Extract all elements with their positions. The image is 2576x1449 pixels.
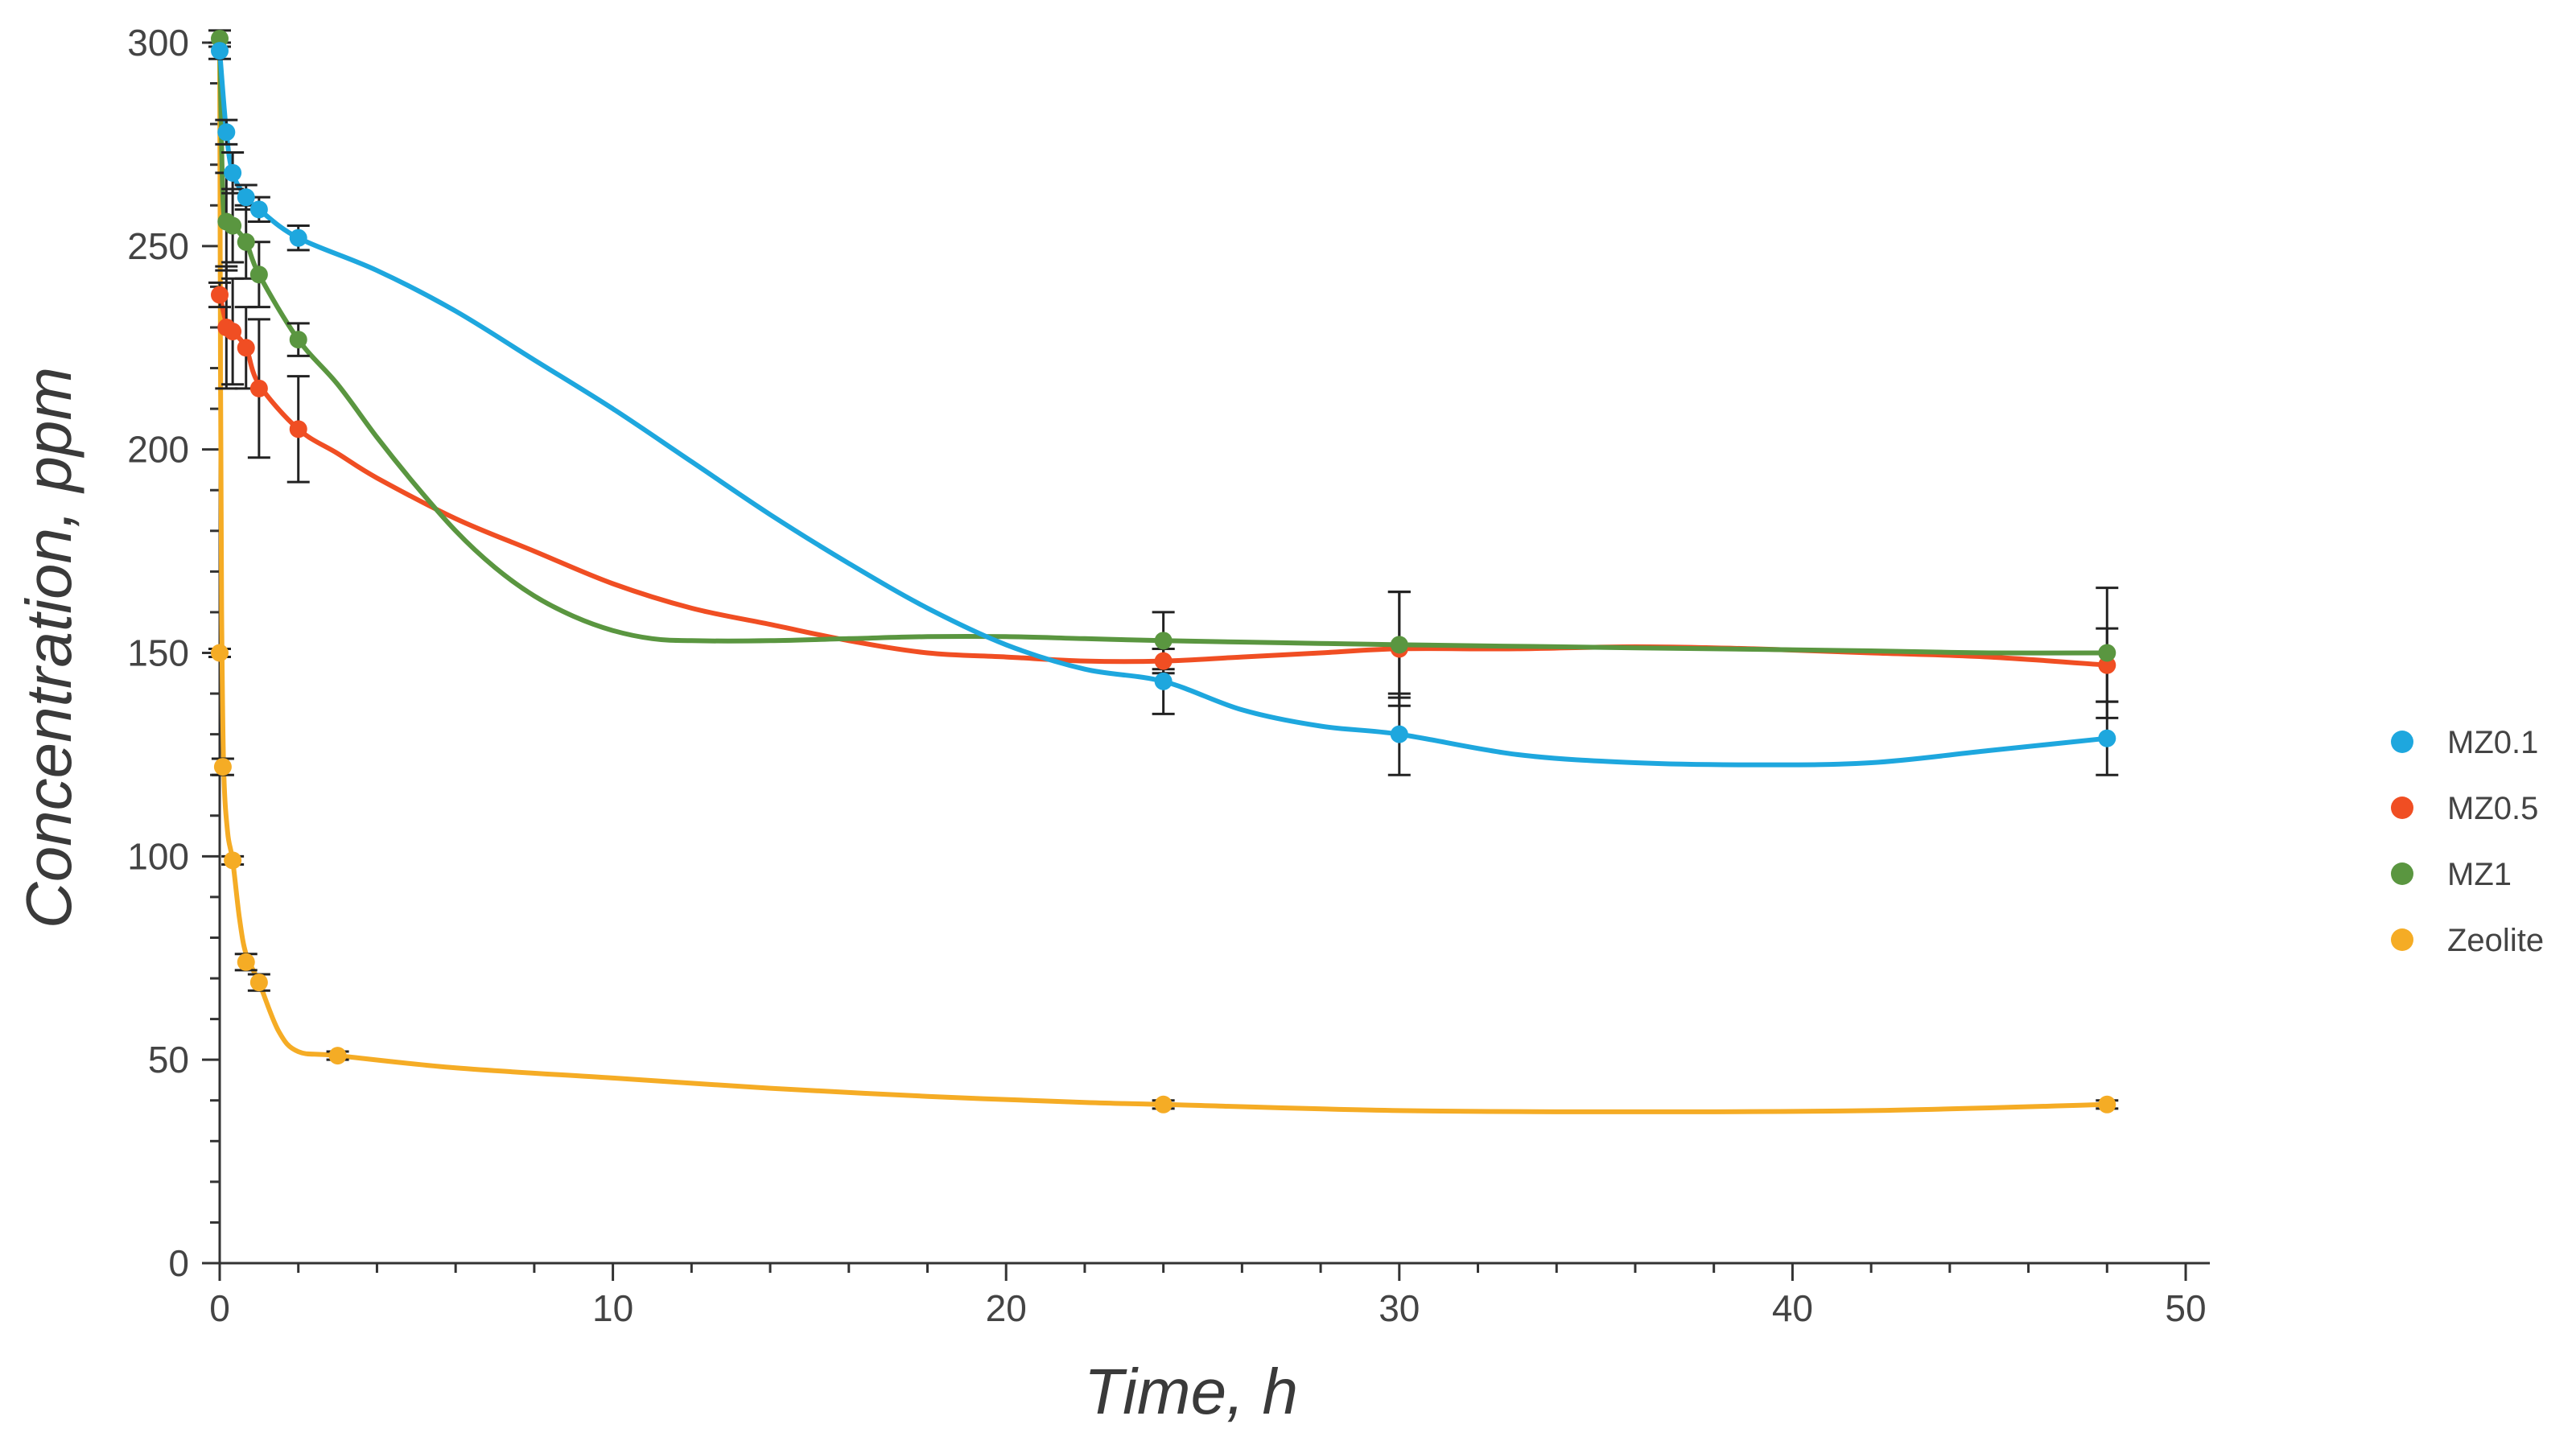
data-point-mz1 [289,331,307,349]
data-point-mz1 [1390,636,1408,654]
data-point-zeolite [213,758,232,776]
data-point-mz1 [1154,632,1173,650]
data-point-zeolite [2098,1095,2116,1114]
y-tick-label: 100 [127,835,189,877]
x-tick-label: 0 [209,1287,230,1329]
legend-label-mz0-1: MZ0.1 [2447,725,2538,760]
data-point-mz0-1 [249,200,268,219]
y-tick-label: 300 [127,22,189,64]
series-curves [217,35,2110,1114]
y-tick-label: 150 [127,632,189,674]
series-line-mz0-5 [217,292,2110,668]
legend-label-mz0-5: MZ0.5 [2447,791,2538,826]
x-axis-title: Time, h [1084,1356,1298,1427]
x-tick-label: 40 [1772,1287,1813,1329]
data-point-mz1 [249,266,268,284]
data-point-mz0-5 [1154,652,1173,670]
data-point-mz0-1 [1390,725,1408,743]
legend-marker-mz1 [2391,862,2413,885]
legend-marker-mz0-5 [2391,797,2413,819]
data-point-mz0-1 [217,123,236,142]
data-point-mz1 [2098,644,2116,662]
y-tick-label: 250 [127,225,189,267]
x-tick-label: 30 [1379,1287,1420,1329]
data-markers [211,29,2116,1114]
data-point-mz1 [224,216,242,235]
legend: MZ0.1 MZ0.5 MZ1 Zeolite [2391,725,2544,958]
data-point-mz0-5 [211,286,229,304]
data-point-zeolite [224,851,242,870]
y-tick-label: 200 [127,429,189,471]
data-point-mz0-1 [211,42,229,60]
data-point-mz0-5 [249,379,268,397]
axes: 0 10 20 30 40 50 0 50 100 150 200 250 300 [127,22,2210,1329]
data-point-mz1 [211,29,229,47]
y-tick-label: 50 [148,1039,189,1081]
x-tick-label: 50 [2165,1287,2206,1329]
legend-label-zeolite: Zeolite [2447,923,2544,958]
data-point-zeolite [211,644,229,662]
data-point-zeolite [237,953,255,971]
series-line-zeolite [217,40,2110,1114]
data-point-mz0-1 [1154,672,1173,690]
data-point-zeolite [328,1047,347,1065]
data-point-mz0-5 [224,323,242,341]
x-tick-label: 20 [986,1287,1027,1329]
data-point-zeolite [1154,1095,1173,1114]
data-point-mz0-1 [2098,729,2116,747]
data-point-mz0-1 [224,163,242,182]
y-axis-title: Concentration, ppm [13,367,84,928]
series-line-mz1 [217,35,2110,656]
legend-marker-zeolite [2391,928,2413,951]
legend-marker-mz0-1 [2391,731,2413,753]
y-tick-label: 0 [168,1242,189,1284]
legend-label-mz1: MZ1 [2447,857,2512,892]
data-point-mz0-5 [289,420,307,438]
data-point-mz0-1 [237,188,255,207]
data-point-mz0-5 [237,339,255,357]
data-point-zeolite [249,974,268,992]
data-point-mz1 [237,233,255,251]
x-tick-label: 10 [592,1287,633,1329]
data-point-mz0-5 [2098,656,2116,674]
data-point-mz0-1 [289,228,307,247]
